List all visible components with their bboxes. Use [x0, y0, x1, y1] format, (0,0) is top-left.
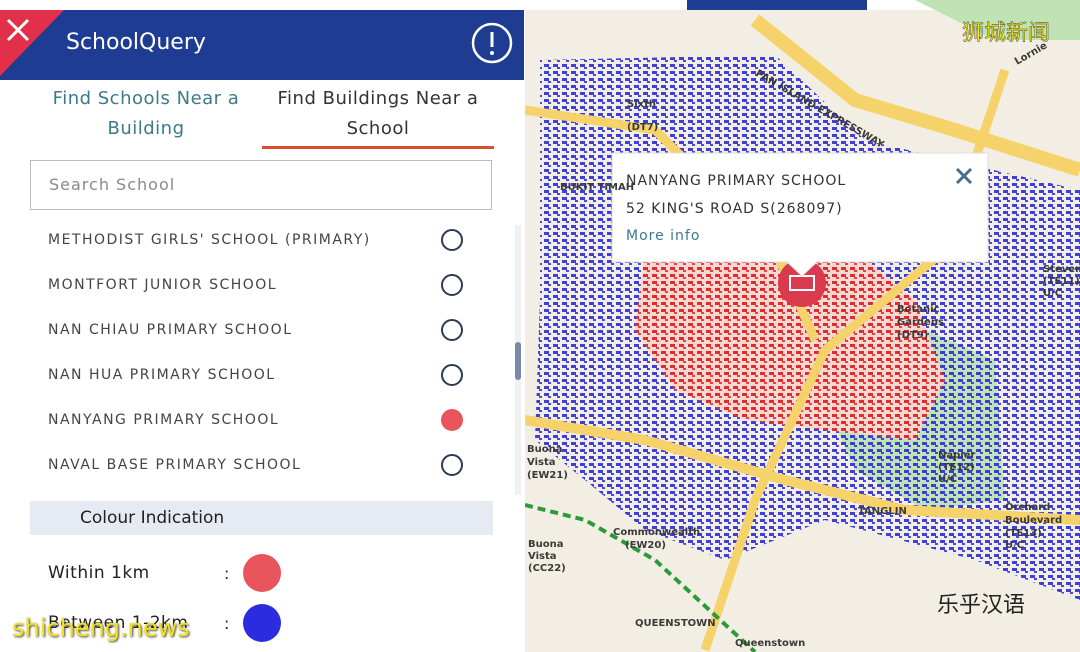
- watermark: shicheng.news: [12, 614, 190, 642]
- road: [525, 415, 1080, 525]
- map-label: Vista: [527, 457, 555, 468]
- map-label: Commonwealth: [613, 527, 700, 538]
- legend-header: Colour Indication: [30, 501, 493, 535]
- radio[interactable]: [441, 229, 463, 251]
- radio[interactable]: [441, 409, 463, 431]
- park: [915, 0, 1080, 40]
- app-title: SchoolQuery: [66, 30, 206, 55]
- legend-swatch: [243, 554, 281, 592]
- radio[interactable]: [441, 454, 463, 476]
- map: NANYANG PRIMARY SCHOOL 52 KING'S ROAD S(…: [525, 0, 1080, 652]
- info-icon: [490, 51, 494, 55]
- map-label: (TE13): [1005, 528, 1042, 539]
- map-label: Buona: [528, 539, 563, 550]
- info-icon[interactable]: [471, 22, 513, 64]
- map-label: Stevens: [1043, 264, 1080, 275]
- map-label: Gardens: [897, 317, 944, 328]
- header-icons: [0, 10, 513, 76]
- legend-swatch: [243, 604, 281, 642]
- popup-link[interactable]: More info: [626, 228, 700, 244]
- map-label: (TE12): [938, 462, 975, 473]
- watermark: 狮城新闻: [962, 21, 1050, 46]
- search-input[interactable]: Search School: [30, 160, 492, 210]
- map-label: U/C: [938, 474, 957, 485]
- map-label: Orchard: [1005, 502, 1050, 513]
- radio[interactable]: [441, 274, 463, 296]
- school-name[interactable]: NAVAL BASE PRIMARY SCHOOL: [48, 457, 302, 473]
- popup-title: NANYANG PRIMARY SCHOOL: [626, 173, 846, 189]
- school-name[interactable]: MONTFORT JUNIOR SCHOOL: [48, 277, 278, 293]
- map-label: Queenstown: [735, 638, 805, 649]
- popup: [611, 152, 989, 277]
- close-icon: [6, 18, 30, 42]
- school-marker[interactable]: [778, 259, 826, 307]
- tab[interactable]: Find Schools Near a Building: [52, 88, 240, 139]
- map-label: Napier: [938, 450, 975, 461]
- map-label: Vista: [528, 551, 556, 562]
- map-label: (DT7): [627, 122, 658, 133]
- school-name[interactable]: NAN CHIAU PRIMARY SCHOOL: [48, 322, 293, 338]
- radio[interactable]: [441, 364, 463, 386]
- map-label: QUEENSTOWN: [635, 618, 716, 629]
- school-name[interactable]: METHODIST GIRLS' SCHOOL (PRIMARY): [48, 232, 371, 248]
- legend-title: Colour Indication: [80, 508, 225, 528]
- map-label: U/C: [1005, 540, 1024, 551]
- scroll-thumb[interactable]: [515, 342, 521, 380]
- map-label: (EW21): [527, 470, 568, 481]
- radio[interactable]: [441, 319, 463, 341]
- scrollbar: [515, 225, 521, 495]
- rail: [525, 503, 757, 652]
- map-top-tab: [687, 0, 867, 10]
- tab-active[interactable]: Find Buildings Near a School: [262, 84, 494, 149]
- map-label: BUKIT TIMAH: [560, 182, 634, 193]
- map-label: Sixth: [627, 99, 656, 110]
- map-label: Boulevard: [1005, 515, 1062, 526]
- legend-label: Within 1km: [48, 563, 150, 583]
- side-panel: SchoolQuery Find Schools Near a Building…: [0, 0, 524, 652]
- header: SchoolQuery: [0, 10, 524, 80]
- map-label: (CC22): [528, 563, 566, 574]
- map-label: (DT9): [897, 330, 928, 341]
- map-label: (TE11): [1043, 276, 1080, 287]
- popup-address: 52 KING'S ROAD S(268097): [626, 201, 843, 217]
- map-label: U/C: [1043, 288, 1062, 299]
- map-label: Buona: [527, 444, 562, 455]
- legend-separator: :: [224, 614, 230, 633]
- watermark: 乐乎汉语: [937, 593, 1025, 618]
- map-label: (EW20): [625, 540, 666, 551]
- legend-label: Between 1-2km: [48, 613, 189, 633]
- popup-close[interactable]: [955, 167, 973, 185]
- legend-separator: :: [224, 564, 230, 583]
- map-label: TANGLIN: [858, 506, 907, 517]
- school-name[interactable]: NANYANG PRIMARY SCHOOL: [48, 412, 280, 428]
- road: [750, 14, 1080, 177]
- map-label: Botanic: [897, 304, 940, 315]
- school-name[interactable]: NAN HUA PRIMARY SCHOOL: [48, 367, 276, 383]
